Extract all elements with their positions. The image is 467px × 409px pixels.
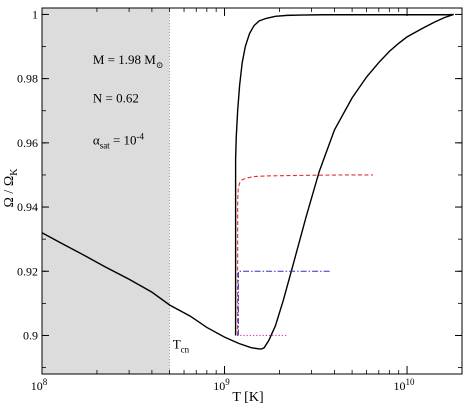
annotation-mass: M = 1.98 M⊙ — [93, 52, 163, 70]
shaded-region — [42, 8, 170, 374]
y-tick-label: 0.94 — [17, 200, 38, 214]
y-tick-label: 1 — [32, 7, 38, 21]
series-line-blue — [237, 270, 331, 336]
y-tick-label: 0.98 — [17, 72, 38, 86]
series-line-upper — [234, 13, 454, 336]
series-line-red — [237, 174, 373, 336]
annotation-layer: M = 1.98 M⊙ N = 0.62 αsat = 10-4 Tcn — [93, 52, 190, 354]
series-layer — [41, 13, 454, 350]
shaded-region-layer — [42, 8, 170, 374]
annotation-tcn: Tcn — [173, 336, 190, 354]
y-tick-label: 0.96 — [17, 136, 38, 150]
annotation-n: N = 0.62 — [93, 91, 139, 106]
y-tick-label: 0.9 — [23, 328, 38, 342]
x-tick-label: 1010 — [394, 377, 416, 393]
y-tick-label: 0.92 — [17, 264, 38, 278]
plot-frame — [41, 7, 463, 375]
x-tick-label: 109 — [213, 377, 230, 393]
series-line-main — [41, 13, 454, 350]
annotation-alpha: αsat = 10-4 — [93, 131, 145, 150]
y-axis-label: Ω / ΩK — [2, 168, 20, 208]
x-tick-label: 108 — [31, 377, 48, 393]
x-axis-label: T [K] — [232, 390, 263, 405]
axis-layer: 0.9 0.92 0.94 0.96 0.98 1 108 109 1010 — [17, 7, 463, 393]
